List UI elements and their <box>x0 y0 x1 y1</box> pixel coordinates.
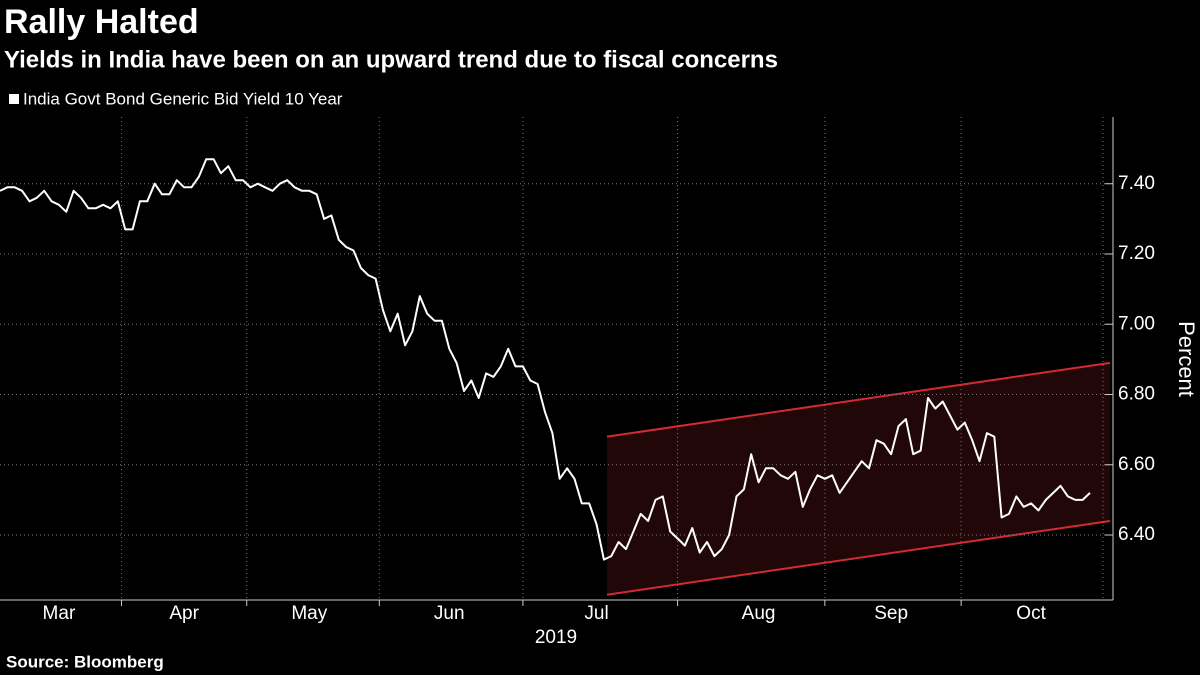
y-axis-label: Percent <box>1174 321 1199 397</box>
channel-fill <box>607 362 1110 595</box>
channel-lower <box>606 519 1111 596</box>
y-tick-label: 6.60 <box>1118 454 1155 475</box>
x-tick-label: Aug <box>742 603 776 624</box>
y-tick-label: 7.40 <box>1118 173 1155 194</box>
chart-subtitle: Yields in India have been on an upward t… <box>4 46 778 73</box>
legend-label: India Govt Bond Generic Bid Yield 10 Yea… <box>23 89 343 108</box>
series-line <box>0 158 1091 561</box>
x-tick-label: Jun <box>434 603 465 624</box>
x-tick-label: Sep <box>874 603 908 624</box>
x-axis-label: 2019 <box>535 627 577 648</box>
y-tick-label: 7.20 <box>1118 243 1155 264</box>
x-tick-label: Apr <box>169 603 199 624</box>
x-tick-label: Mar <box>43 603 76 624</box>
y-tick-label: 6.40 <box>1118 524 1155 545</box>
x-tick-label: Jul <box>584 603 608 624</box>
y-tick-label: 6.80 <box>1118 384 1155 405</box>
y-tick-label: 7.00 <box>1118 313 1155 334</box>
legend-swatch <box>9 94 19 104</box>
x-tick-label: Oct <box>1016 603 1046 624</box>
chart-title: Rally Halted <box>4 3 199 41</box>
source: Source: Bloomberg <box>6 652 164 671</box>
channel-upper <box>606 361 1111 438</box>
x-tick-label: May <box>291 603 327 624</box>
